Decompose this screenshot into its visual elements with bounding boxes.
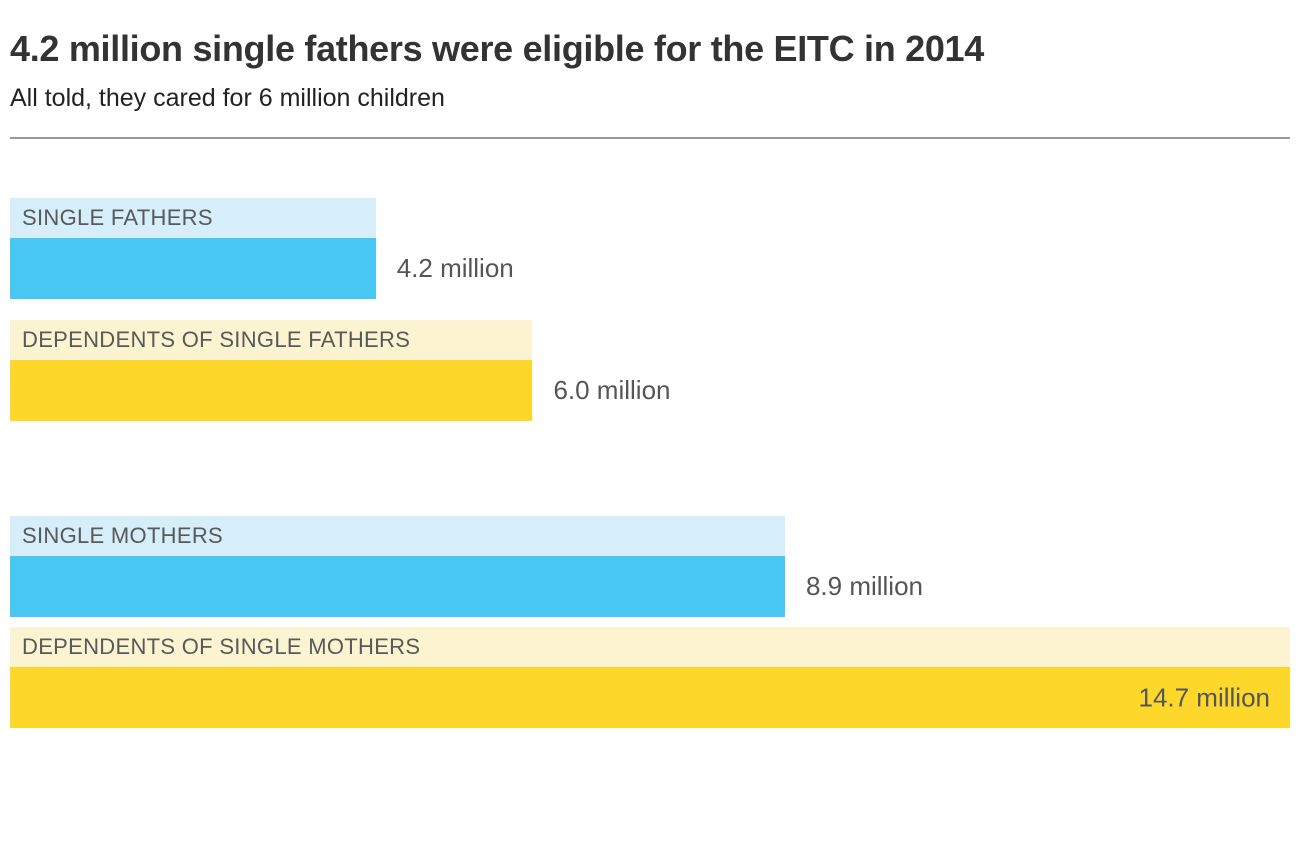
bar-group-0: SINGLE FATHERS 4.2 million <box>10 198 1290 300</box>
bar-category-band: SINGLE MOTHERS <box>10 516 785 557</box>
bar-value-label: 4.2 million <box>396 253 514 284</box>
bar-group-2: SINGLE MOTHERS 8.9 million <box>10 516 1290 618</box>
bar <box>10 238 376 300</box>
bar-category-band: SINGLE FATHERS <box>10 198 376 239</box>
bar-row: 6.0 million <box>10 360 1290 422</box>
bar <box>10 556 785 618</box>
bar-category-label: SINGLE FATHERS <box>22 205 213 231</box>
bar-value-label: 8.9 million <box>805 571 924 602</box>
bar-row: 8.9 million <box>10 556 1290 618</box>
bar-group-3: DEPENDENTS OF SINGLE MOTHERS 14.7 millio… <box>10 627 1290 729</box>
bar <box>10 360 533 422</box>
bar <box>10 667 1290 729</box>
bar-category-band: DEPENDENTS OF SINGLE MOTHERS <box>10 627 1290 668</box>
bar-category-label: DEPENDENTS OF SINGLE MOTHERS <box>22 634 421 660</box>
chart-container: 4.2 million single fathers were eligible… <box>0 28 1300 729</box>
bar-chart: SINGLE FATHERS 4.2 million DEPENDENTS OF… <box>10 198 1290 729</box>
divider-rule <box>10 137 1290 140</box>
bar-value-label: 6.0 million <box>553 375 671 406</box>
bar-row: 14.7 million <box>10 667 1290 729</box>
bar-category-band: DEPENDENTS OF SINGLE FATHERS <box>10 320 533 361</box>
bar-row: 4.2 million <box>10 238 1290 300</box>
bar-value-label: 14.7 million <box>1138 682 1270 713</box>
chart-title: 4.2 million single fathers were eligible… <box>10 28 984 69</box>
bar-section-fathers: SINGLE FATHERS 4.2 million DEPENDENTS OF… <box>10 198 1290 422</box>
chart-subtitle: All told, they cared for 6 million child… <box>10 84 445 113</box>
bar-category-label: SINGLE MOTHERS <box>22 523 224 549</box>
bar-category-label: DEPENDENTS OF SINGLE FATHERS <box>22 327 411 353</box>
bar-section-mothers: SINGLE MOTHERS 8.9 million DEPENDENTS OF… <box>10 516 1290 729</box>
bar-group-1: DEPENDENTS OF SINGLE FATHERS 6.0 million <box>10 320 1290 422</box>
